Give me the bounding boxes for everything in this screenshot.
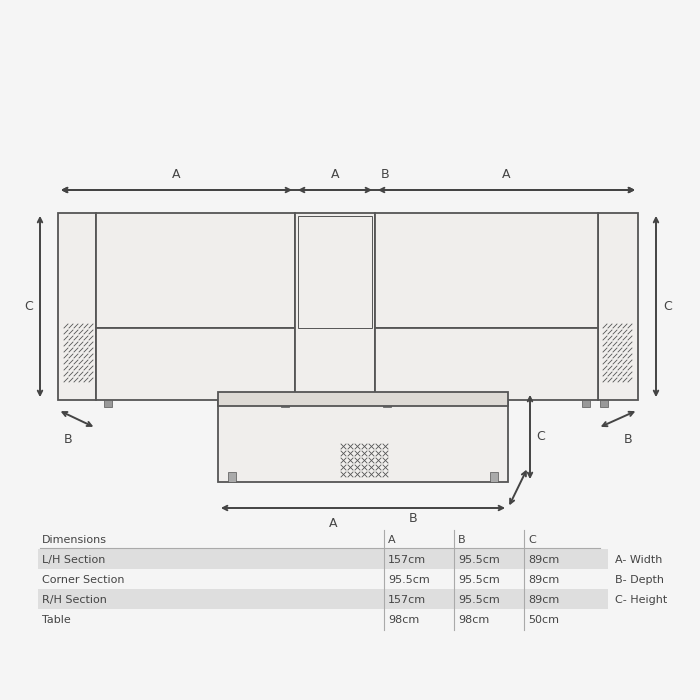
Bar	[600, 400, 608, 407]
Text: 98cm: 98cm	[458, 615, 489, 625]
Text: A- Width: A- Width	[615, 555, 662, 565]
Bar	[298, 216, 372, 328]
Text: 157cm: 157cm	[388, 595, 426, 605]
Text: 95.5cm: 95.5cm	[458, 595, 500, 605]
Text: 95.5cm: 95.5cm	[458, 575, 500, 585]
Text: B: B	[381, 168, 389, 181]
Bar	[104, 400, 112, 407]
Text: Dimensions: Dimensions	[42, 535, 107, 545]
Text: 157cm: 157cm	[388, 555, 426, 565]
Bar	[38, 589, 608, 609]
Text: B: B	[458, 535, 466, 545]
Text: Table: Table	[42, 615, 71, 625]
Bar	[582, 400, 590, 407]
Text: C- Height: C- Height	[615, 595, 667, 605]
Bar	[228, 472, 236, 482]
Text: 98cm: 98cm	[388, 615, 419, 625]
Text: R/H Section: R/H Section	[42, 595, 107, 605]
Text: A: A	[502, 168, 510, 181]
Bar	[598, 213, 638, 400]
Text: A: A	[330, 168, 340, 181]
Bar	[295, 213, 375, 400]
Text: A: A	[329, 517, 337, 530]
Bar	[281, 400, 289, 407]
Text: B: B	[624, 433, 632, 446]
Text: Corner Section: Corner Section	[42, 575, 125, 585]
Bar	[96, 328, 295, 400]
Bar	[375, 328, 598, 400]
Bar	[375, 213, 598, 328]
Bar	[218, 392, 508, 482]
Text: A: A	[172, 168, 181, 181]
Text: B: B	[64, 433, 72, 446]
Bar	[38, 549, 608, 569]
Text: 95.5cm: 95.5cm	[388, 575, 430, 585]
Text: 89cm: 89cm	[528, 555, 559, 565]
Bar	[383, 400, 391, 407]
Bar	[96, 213, 295, 328]
Text: C: C	[528, 535, 536, 545]
Bar	[490, 472, 498, 482]
Text: B: B	[409, 512, 417, 525]
Text: 89cm: 89cm	[528, 595, 559, 605]
Text: C: C	[25, 300, 33, 313]
Text: C: C	[536, 430, 545, 444]
Bar	[218, 392, 508, 406]
Text: A: A	[388, 535, 395, 545]
Text: C: C	[663, 300, 672, 313]
Text: 89cm: 89cm	[528, 575, 559, 585]
Text: B- Depth: B- Depth	[615, 575, 664, 585]
Text: 50cm: 50cm	[528, 615, 559, 625]
Bar	[58, 213, 96, 400]
Text: 95.5cm: 95.5cm	[458, 555, 500, 565]
Text: L/H Section: L/H Section	[42, 555, 106, 565]
